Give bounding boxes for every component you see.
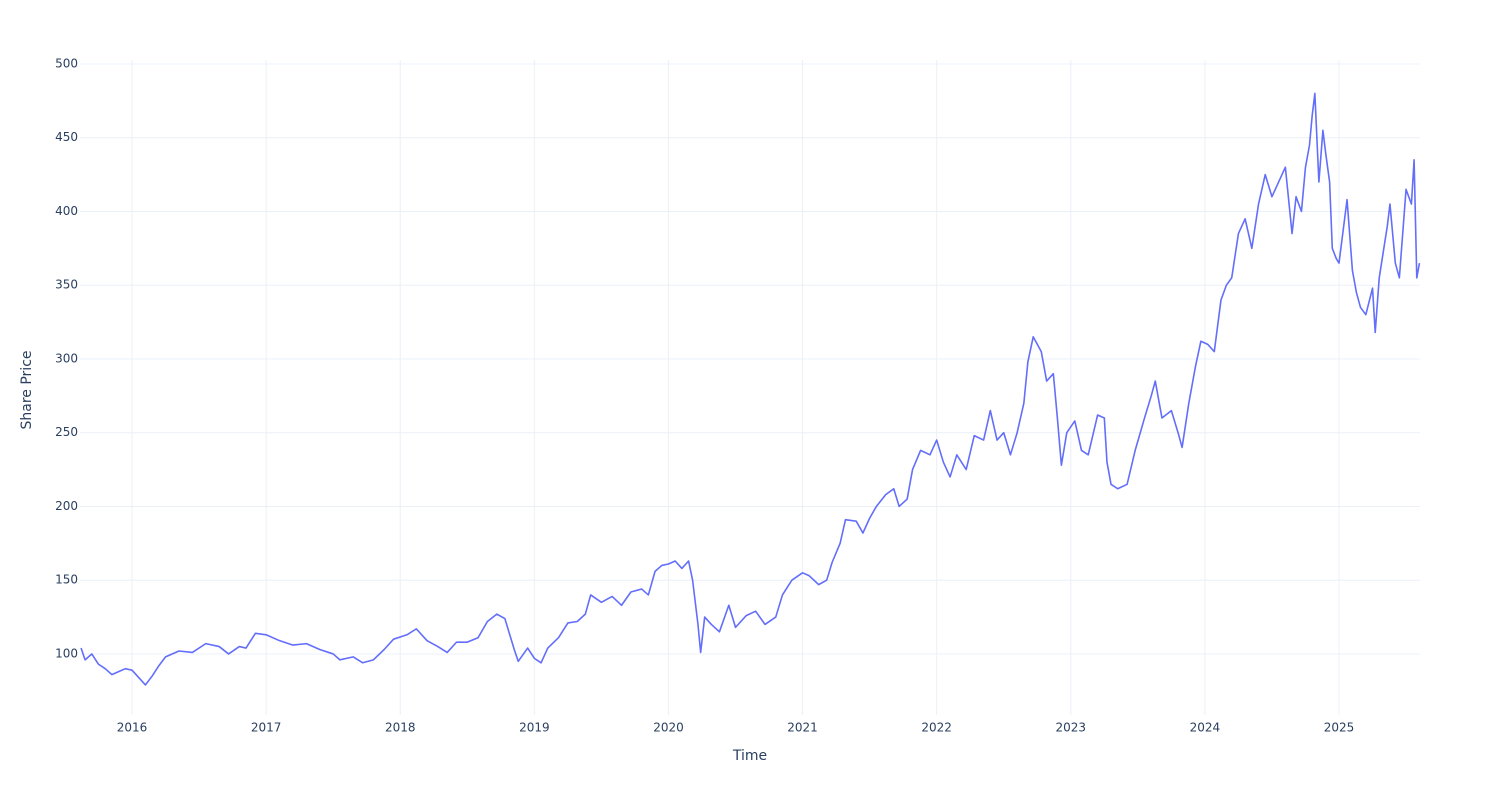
x-tick-label: 2022	[921, 721, 952, 735]
x-tick-label: 2019	[519, 721, 550, 735]
x-tick-label: 2018	[385, 721, 416, 735]
y-tick-label: 150	[55, 573, 78, 587]
y-tick-label: 450	[55, 130, 78, 144]
y-tick-label: 250	[55, 425, 78, 439]
x-tick-label: 2023	[1056, 721, 1087, 735]
y-axis-title: Share Price	[19, 350, 35, 429]
y-tick-label: 200	[55, 499, 78, 513]
y-tick-label: 300	[55, 351, 78, 365]
y-tick-label: 350	[55, 278, 78, 292]
y-tick-label: 100	[55, 646, 78, 660]
price-line	[80, 92, 1421, 686]
y-tick-label: 500	[55, 56, 78, 70]
x-tick-label: 2024	[1190, 721, 1221, 735]
x-tick-label: 2020	[653, 721, 684, 735]
x-tick-label: 2021	[787, 721, 818, 735]
x-axis-title: Time	[732, 748, 767, 764]
x-tick-label: 2016	[117, 721, 148, 735]
x-tick-label: 2025	[1324, 721, 1355, 735]
x-tick-label: 2017	[251, 721, 282, 735]
y-tick-label: 400	[55, 204, 78, 218]
